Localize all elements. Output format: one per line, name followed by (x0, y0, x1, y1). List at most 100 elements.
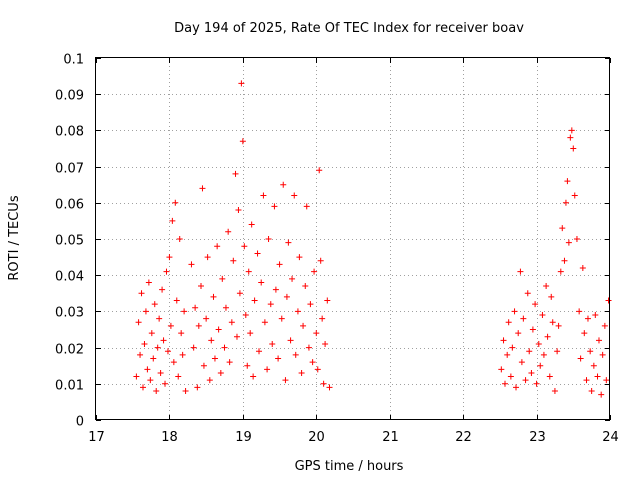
data-point (291, 192, 298, 199)
y-tick-label: 0.06 (55, 198, 84, 213)
data-point (222, 304, 229, 311)
y-tick-label: 0.08 (55, 125, 84, 140)
data-point (559, 225, 566, 232)
data-point (166, 254, 173, 261)
x-tick-label: 22 (455, 430, 472, 445)
data-point (546, 373, 553, 380)
data-point (317, 257, 324, 264)
data-point (182, 388, 189, 395)
data-point (598, 391, 605, 398)
data-point (314, 366, 321, 373)
data-point (260, 192, 267, 199)
data-point (238, 80, 245, 87)
x-tick-label: 23 (529, 430, 546, 445)
x-tick-label: 24 (602, 430, 619, 445)
data-point (221, 344, 228, 351)
data-point (501, 380, 508, 387)
data-point (225, 228, 232, 235)
data-point (319, 315, 326, 322)
data-point (199, 185, 206, 192)
data-point (175, 373, 182, 380)
data-point (159, 286, 166, 293)
data-point (507, 373, 514, 380)
data-point (148, 330, 155, 337)
data-point (518, 359, 525, 366)
data-point (137, 351, 144, 358)
data-point (561, 257, 568, 264)
data-point (583, 377, 590, 384)
data-point (562, 199, 569, 206)
data-point (280, 181, 287, 188)
data-point (320, 380, 327, 387)
data-point (313, 330, 320, 337)
data-point (554, 348, 561, 355)
data-point (498, 366, 505, 373)
y-tick-label: 0.1 (63, 53, 84, 68)
data-point (300, 322, 307, 329)
data-point (271, 203, 278, 210)
data-point (167, 322, 174, 329)
data-point (557, 268, 564, 275)
data-point (247, 330, 254, 337)
data-point (540, 351, 547, 358)
data-point (302, 283, 309, 290)
data-point (294, 308, 301, 315)
data-point (203, 315, 210, 322)
axis-ticks (96, 58, 611, 421)
x-tick-label: 19 (235, 430, 252, 445)
data-point (181, 308, 188, 315)
data-point (555, 322, 562, 329)
data-point (595, 337, 602, 344)
data-point (296, 254, 303, 261)
data-point (322, 340, 329, 347)
data-point (245, 268, 252, 275)
data-point (208, 337, 215, 344)
data-point (244, 362, 251, 369)
data-point (241, 243, 248, 250)
data-point (176, 236, 183, 242)
data-point (303, 203, 310, 210)
data-point (601, 322, 608, 329)
y-tick-label: 0.05 (55, 234, 84, 249)
data-point (529, 326, 536, 333)
data-point (172, 199, 179, 206)
data-point (528, 369, 535, 376)
x-tick-labels: 17 18 19 20 21 22 23 24 (88, 430, 619, 445)
data-point (272, 286, 279, 293)
data-point (577, 355, 584, 362)
data-point (267, 301, 274, 308)
data-point (511, 308, 518, 315)
data-point (157, 369, 164, 376)
data-point (219, 275, 226, 282)
data-point (151, 301, 158, 308)
data-point (233, 333, 240, 340)
data-point (592, 312, 599, 319)
data-point (142, 308, 149, 315)
data-point (188, 261, 195, 268)
data-point (524, 290, 531, 297)
data-point (515, 330, 522, 337)
data-point (160, 337, 167, 344)
data-point (599, 351, 606, 358)
data-point (316, 167, 323, 174)
data-point (242, 312, 249, 319)
data-point (194, 384, 201, 391)
data-point (162, 380, 169, 387)
data-point (251, 297, 258, 304)
data-point (154, 344, 161, 351)
data-point (179, 351, 186, 358)
data-point (156, 315, 163, 322)
data-point (147, 377, 154, 384)
data-point (164, 348, 171, 355)
data-point (226, 359, 233, 366)
data-points (133, 80, 612, 398)
data-point (135, 319, 142, 326)
plot-frame (95, 57, 610, 420)
data-point (269, 340, 276, 347)
data-point (258, 279, 265, 286)
data-point (150, 355, 157, 362)
y-tick-label: 0.01 (55, 379, 84, 394)
x-axis-label: GPS time / hours (295, 459, 404, 474)
data-point (204, 254, 211, 261)
